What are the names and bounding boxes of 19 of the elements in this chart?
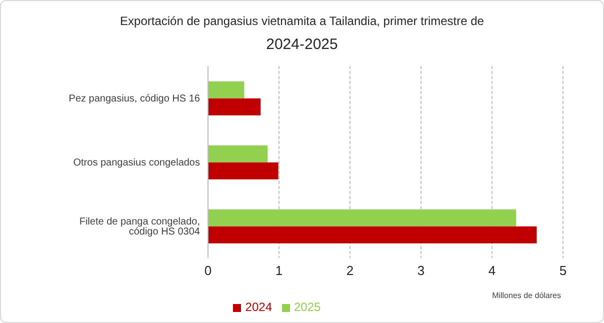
x-tick-label: 1 (275, 263, 283, 278)
chart-title: Exportación de pangasius vietnamita a Tailandia, primer trimestre de 2024-2025 (119, 13, 485, 55)
y-tick-label: Filete de panga congelado, código HS 0304 (79, 216, 200, 238)
bar (208, 98, 261, 116)
x-tick-label: 4 (488, 263, 496, 278)
bar (208, 162, 278, 180)
x-tick-label: 0 (204, 263, 212, 278)
x-axis-title: Millones de dólares (492, 291, 561, 300)
y-tick-label: Otros pangasius congelados (73, 158, 200, 169)
legend-label: 2024 (245, 300, 272, 314)
x-tick-label: 2 (346, 263, 354, 278)
bar (208, 209, 516, 226)
x-tick-label: 3 (417, 263, 425, 278)
x-tick-label: 5 (559, 263, 567, 278)
bar (208, 81, 244, 98)
bar (208, 145, 268, 162)
legend-label: 2025 (294, 300, 321, 314)
bar (208, 226, 537, 244)
y-tick-label: Pez pangasius, código HS 16 (68, 94, 200, 105)
